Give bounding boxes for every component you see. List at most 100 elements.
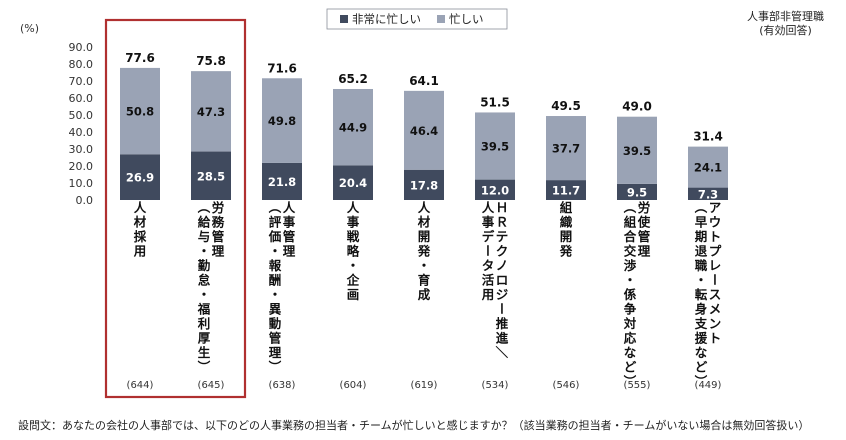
- category-char: 織: [560, 215, 573, 230]
- data-label-total: 51.5: [480, 95, 510, 109]
- category-char: 退: [695, 244, 708, 259]
- category-char: 進: [496, 331, 509, 346]
- respondent-note-line2: (有効回答): [759, 24, 812, 37]
- category-char: 用: [481, 287, 495, 302]
- bar-busy: [688, 146, 728, 188]
- legend-swatch-busy: [437, 15, 445, 23]
- y-axis: 0.0 10.0 20.0 30.0 40.0 50.0 60.0 70.0 80.0 90.0 (…: [20, 22, 93, 207]
- data-label-total: 65.2: [338, 72, 368, 86]
- data-label-busy: 37.7: [552, 142, 580, 156]
- category-char: 身: [695, 302, 708, 317]
- y-tick-label: 70.0: [69, 75, 94, 88]
- respondent-count: (604): [340, 380, 367, 391]
- category-char: ー: [480, 244, 495, 257]
- category-char: 略: [347, 244, 360, 259]
- category-char: タ: [482, 258, 495, 273]
- legend: 非常に忙しい 忙しい: [326, 8, 508, 30]
- respondent-count: (619): [411, 380, 438, 391]
- respondent-count: (645): [198, 380, 225, 391]
- category-char: 与: [198, 229, 211, 244]
- category-char: 労: [638, 200, 651, 215]
- bar-very-busy: [546, 180, 586, 200]
- category-char: 交: [624, 244, 637, 259]
- category-char: ー: [494, 302, 509, 315]
- category-char: ト: [709, 331, 722, 346]
- category-char: 給: [198, 215, 211, 230]
- category-char: （: [622, 201, 637, 214]
- category-char: 務: [212, 215, 225, 230]
- bar-busy: [262, 78, 302, 163]
- category-char: ）: [622, 375, 637, 388]
- category-char: 報: [269, 258, 282, 273]
- category-char: ）: [267, 360, 282, 373]
- category-char: な: [624, 345, 637, 360]
- category-char: な: [695, 345, 708, 360]
- data-label-very-busy: 20.4: [339, 176, 367, 190]
- category-char: 組: [624, 215, 637, 230]
- category-char: 用: [133, 244, 147, 259]
- legend-swatch-very-busy: [340, 15, 348, 23]
- category-char: 厚: [198, 331, 211, 346]
- bar-busy: [475, 112, 515, 180]
- category-char: デ: [482, 229, 495, 244]
- category-char: 人: [347, 200, 360, 215]
- category-char: 職: [695, 258, 708, 273]
- category-char: 管: [269, 331, 282, 346]
- data-label-very-busy: 17.8: [410, 178, 438, 192]
- legend-label-very-busy: 非常に忙しい: [352, 12, 421, 26]
- bar-very-busy: [404, 169, 444, 200]
- y-axis-unit: (%): [20, 22, 39, 35]
- respondent-count: (449): [695, 380, 722, 391]
- category-char: 理: [212, 244, 225, 259]
- category-char: 期: [695, 229, 708, 244]
- data-label-total: 71.6: [267, 61, 297, 75]
- category-char: （: [267, 201, 282, 214]
- category-char: 利: [198, 316, 211, 331]
- category-char: 成: [418, 287, 431, 302]
- data-label-total: 77.6: [125, 51, 155, 65]
- category-char: Ｒ: [496, 215, 509, 230]
- category-char: 人: [482, 200, 495, 215]
- respondent-count: (638): [269, 380, 296, 391]
- category-char: ・: [347, 258, 360, 273]
- data-label-busy: 24.1: [694, 161, 722, 175]
- y-tick-label: 80.0: [69, 58, 94, 71]
- category-char: 活: [482, 273, 495, 288]
- respondent-counts: (644) (645) (638) (604) (619) (534) (546) (555)…: [127, 380, 722, 391]
- respondent-note-line1: 人事部非管理職: [747, 10, 824, 23]
- category-char: ・: [269, 244, 282, 259]
- category-char: Ｈ: [496, 200, 509, 215]
- category-char: 管: [283, 229, 296, 244]
- data-label-busy: 44.9: [339, 121, 367, 135]
- bar-very-busy: [262, 162, 302, 200]
- category-char: ウ: [709, 215, 722, 230]
- data-label-busy: 49.8: [268, 114, 296, 128]
- data-label-very-busy: 12.0: [481, 183, 509, 197]
- y-tick-label: 10.0: [69, 177, 94, 190]
- category-char: メ: [709, 302, 722, 317]
- category-char: 支: [694, 316, 708, 331]
- y-tick-label: 60.0: [69, 92, 94, 105]
- category-char: 人: [418, 200, 431, 215]
- category-char: 事: [283, 215, 296, 230]
- category-char: ク: [496, 244, 509, 259]
- category-char: ）: [196, 360, 211, 373]
- category-char: テ: [496, 229, 509, 244]
- category-char: 理: [269, 345, 282, 360]
- category-char: 事: [347, 215, 360, 230]
- category-char: 怠: [198, 273, 211, 288]
- category-char: 争: [624, 302, 637, 317]
- y-tick-label: 20.0: [69, 160, 94, 173]
- bar-busy: [404, 90, 444, 170]
- category-char: 早: [695, 215, 708, 230]
- category-char: 材: [133, 215, 147, 230]
- data-label-very-busy: 9.5: [627, 185, 647, 199]
- data-label-total: 49.0: [622, 100, 652, 114]
- data-label-total: 64.1: [409, 74, 439, 88]
- category-char: 管: [638, 229, 651, 244]
- respondent-note: 人事部非管理職 (有効回答): [747, 10, 824, 38]
